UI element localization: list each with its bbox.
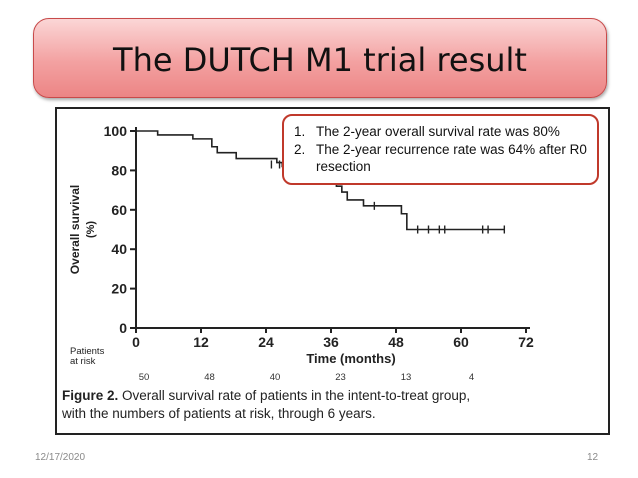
risk-table-value: 13 — [401, 372, 412, 383]
x-tick-label: 0 — [132, 334, 140, 350]
survival-chart: 0 20 40 60 80 100 0 12 24 36 48 60 72 Time (months) Ov… — [61, 123, 534, 421]
footer-date: 12/17/2020 — [35, 452, 86, 463]
risk-table-value: 48 — [204, 372, 215, 383]
x-tick-label: 72 — [518, 334, 534, 350]
figure-caption-line: Figure 2. Overall survival rate of patie… — [62, 388, 470, 403]
y-axis-title: Overall survival — [68, 185, 82, 274]
page-number: 12 — [587, 452, 599, 463]
x-tick-label: 12 — [193, 334, 209, 350]
x-tick-label: 48 — [388, 334, 404, 350]
y-tick-label: 100 — [104, 123, 128, 139]
risk-table-label: at risk — [70, 356, 96, 367]
figure-caption-line: with the numbers of patients at risk, th… — [61, 406, 376, 421]
y-tick-label: 80 — [111, 162, 127, 178]
risk-table-label: Patients — [70, 346, 105, 357]
figure-caption-text: Overall survival rate of patients in the… — [122, 388, 470, 403]
risk-table-value: 50 — [139, 372, 150, 383]
figure-caption-label: Figure 2. — [62, 388, 122, 403]
result-number: 1. — [294, 124, 306, 139]
results-callout: 1. The 2-year overall survival rate was … — [282, 114, 599, 185]
slide-title: The DUTCH M1 trial result — [113, 41, 527, 79]
y-axis-title-unit: (%) — [85, 221, 97, 238]
result-number: 2. — [294, 142, 306, 157]
y-tick-label: 40 — [111, 241, 127, 257]
x-tick-label: 60 — [453, 334, 469, 350]
risk-table-value: 4 — [469, 372, 474, 383]
result-text: The 2-year overall survival rate was 80% — [316, 124, 560, 139]
y-tick-label: 60 — [111, 202, 127, 218]
x-tick-label: 36 — [323, 334, 339, 350]
x-tick-label: 24 — [258, 334, 274, 350]
y-tick-label: 0 — [119, 320, 127, 336]
risk-table-value: 40 — [270, 372, 281, 383]
title-banner: The DUTCH M1 trial result — [33, 18, 607, 98]
risk-table-value: 23 — [335, 372, 346, 383]
y-tick-label: 20 — [111, 281, 127, 297]
x-axis-title: Time (months) — [306, 351, 395, 366]
result-text: The 2-year recurrence rate was 64% after… — [316, 142, 587, 174]
